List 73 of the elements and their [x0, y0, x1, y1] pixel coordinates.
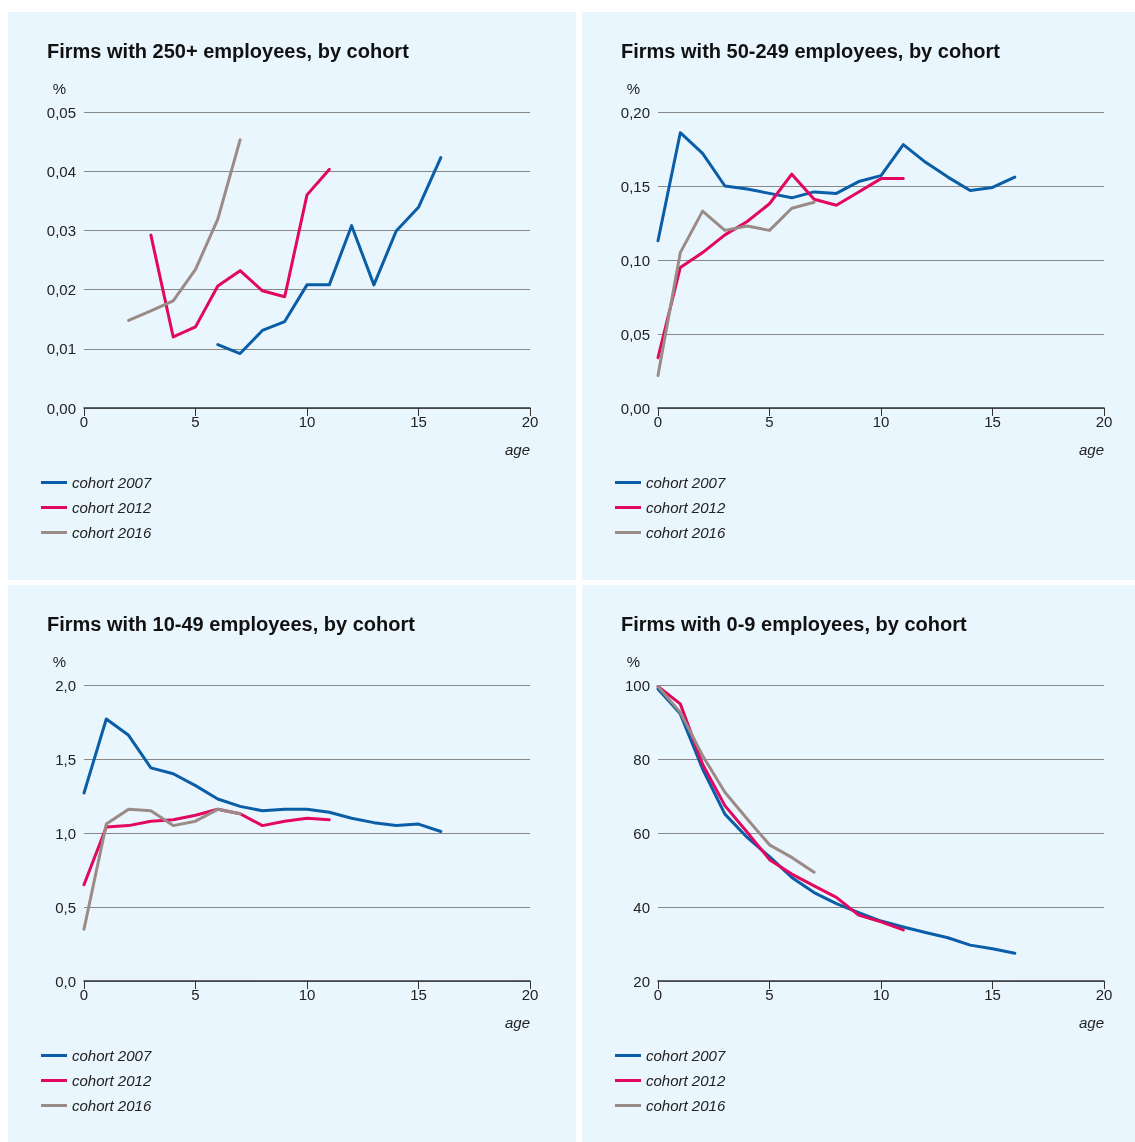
x-tick-label: 0 [653, 413, 663, 430]
x-axis-title: age [504, 441, 530, 458]
y-tick-label: 1,0 [55, 824, 76, 842]
y-tick-label: 0,0 [55, 972, 76, 990]
x-tick-label: 0 [79, 986, 89, 1003]
y-tick-label: 0,20 [620, 103, 650, 121]
y-tick-label: 20 [633, 972, 650, 990]
x-tick-label: 5 [765, 413, 774, 430]
x-tick-label: 10 [298, 413, 316, 430]
x-axis-title: age [1078, 441, 1104, 458]
x-tick-label: 20 [521, 986, 539, 1003]
y-tick-label: 60 [633, 824, 650, 842]
y-tick-label: 100 [624, 676, 650, 694]
y-tick-label: 0,00 [46, 399, 76, 417]
x-axis-title: age [504, 1014, 530, 1031]
x-tick-label: 15 [984, 413, 1001, 430]
y-tick-label: 0,04 [46, 162, 76, 180]
x-axis-title: age [1078, 1014, 1104, 1031]
chart-title: Firms with 0-9 employees, by cohort [621, 613, 967, 635]
line-series [656, 131, 1017, 243]
x-tick-label: 10 [872, 413, 890, 430]
line-series [82, 717, 443, 834]
y-tick-label: 0,02 [46, 281, 76, 299]
x-tick-label: 15 [410, 413, 427, 430]
y-axis-title: % [52, 653, 66, 670]
y-tick-label: 0,05 [46, 103, 76, 121]
x-tick-label: 15 [410, 986, 427, 1003]
y-tick-label: 0,10 [620, 251, 650, 269]
x-tick-label: 15 [984, 986, 1001, 1003]
legend-label: cohort 2012 [646, 499, 726, 516]
y-tick-label: 0,05 [620, 325, 650, 343]
legend-label: cohort 2016 [646, 524, 726, 541]
chart-title: Firms with 50-249 employees, by cohort [621, 40, 1001, 62]
legend-label: cohort 2016 [646, 1097, 726, 1114]
line-series [656, 684, 816, 874]
x-tick-label: 0 [79, 413, 89, 430]
y-axis-title: % [626, 80, 640, 97]
x-tick-label: 20 [521, 413, 539, 430]
x-tick-label: 10 [298, 986, 316, 1003]
y-tick-label: 80 [633, 750, 650, 768]
x-tick-label: 10 [872, 986, 890, 1003]
x-tick-label: 5 [191, 986, 200, 1003]
legend-label: cohort 2016 [72, 1097, 152, 1114]
legend-label: cohort 2007 [646, 474, 726, 491]
legend-label: cohort 2007 [646, 1047, 726, 1064]
y-tick-label: 0,00 [620, 399, 650, 417]
line-series [149, 167, 331, 339]
legend-label: cohort 2012 [72, 1072, 152, 1089]
x-tick-label: 5 [765, 986, 774, 1003]
x-tick-label: 20 [1095, 413, 1113, 430]
legend-label: cohort 2012 [646, 1072, 726, 1089]
y-tick-label: 2,0 [55, 676, 76, 694]
legend-label: cohort 2012 [72, 499, 152, 516]
y-axis-title: % [52, 80, 66, 97]
y-tick-label: 0,5 [55, 898, 76, 916]
line-series [216, 156, 443, 356]
y-tick-label: 0,15 [620, 177, 650, 195]
x-tick-label: 5 [191, 413, 200, 430]
line-series [82, 807, 242, 931]
y-tick-label: 0,01 [46, 340, 76, 358]
legend-label: cohort 2016 [72, 524, 152, 541]
x-tick-label: 20 [1095, 986, 1113, 1003]
line-series [656, 200, 816, 377]
line-series [127, 138, 242, 322]
y-tick-label: 0,03 [46, 221, 76, 239]
y-tick-label: 40 [633, 898, 650, 916]
y-axis-title: % [626, 653, 640, 670]
legend-label: cohort 2007 [72, 1047, 152, 1064]
chart-title: Firms with 10-49 employees, by cohort [47, 613, 416, 635]
y-tick-label: 1,5 [55, 750, 76, 768]
legend-label: cohort 2007 [72, 474, 152, 491]
x-tick-label: 0 [653, 986, 663, 1003]
chart-title: Firms with 250+ employees, by cohort [47, 40, 410, 62]
